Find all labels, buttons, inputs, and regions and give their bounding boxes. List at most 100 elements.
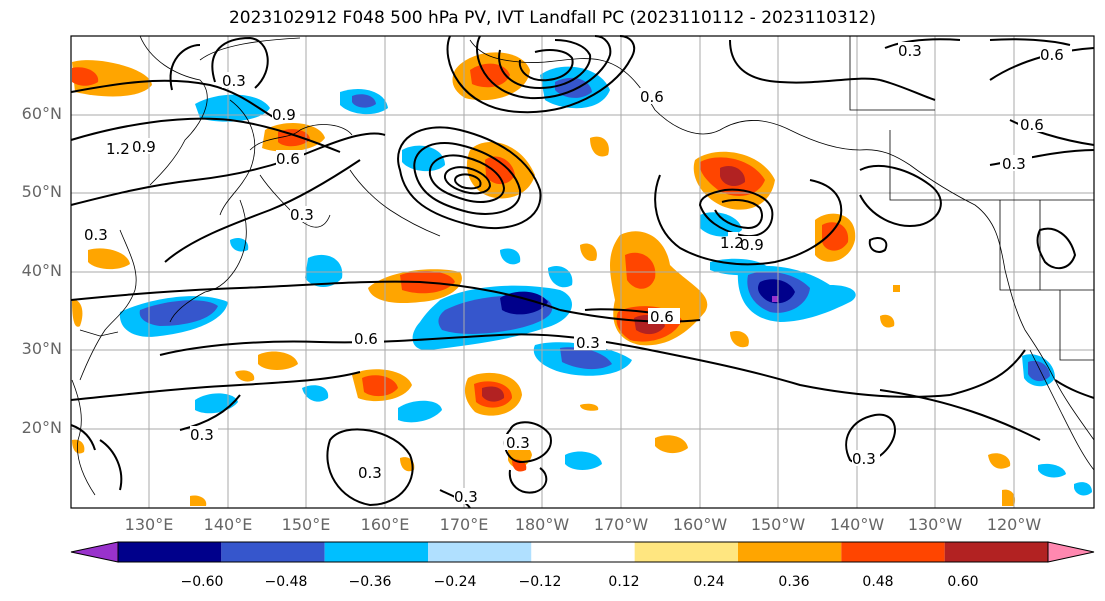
- lon-label-180w: 180°W: [514, 515, 570, 534]
- pv-anomaly-positive: [730, 330, 749, 348]
- lon-label-150e: 150°E: [281, 515, 331, 534]
- pv-anomaly-positive: [72, 67, 99, 86]
- contour-label: 0.6: [650, 308, 674, 326]
- colorbar-tick-label: −0.36: [348, 574, 392, 590]
- pv-anomaly-negative: [139, 300, 218, 326]
- colorbar: [70, 541, 1095, 563]
- pv-anomaly-negative: [305, 254, 343, 288]
- colorbar-outline: [117, 541, 1049, 563]
- pv-anomaly-negative: [548, 265, 573, 288]
- pv-anomaly-positive: [580, 403, 599, 411]
- contour-label: 0.6: [276, 150, 300, 168]
- map-frame: [70, 35, 1095, 509]
- pv-anomaly-positive: [88, 248, 130, 270]
- colorbar-segment: [531, 542, 635, 562]
- lon-label-170w: 170°W: [593, 515, 649, 534]
- pv-anomaly-negative: [500, 291, 548, 315]
- contour-label: 0.3: [852, 450, 876, 468]
- lon-label-160e: 160°E: [360, 515, 410, 534]
- contour-label: 0.9: [272, 106, 296, 124]
- pv-anomaly-negative: [230, 238, 249, 252]
- contour-label: 0.3: [84, 226, 108, 244]
- pv-anomaly-positive: [362, 375, 398, 397]
- pv-anomaly-positive: [72, 439, 85, 454]
- pv-anomaly-positive: [1002, 489, 1016, 506]
- colorbar-tick-label: −0.24: [433, 574, 477, 590]
- colorbar-segment: [841, 542, 945, 562]
- contour-label: 0.6: [354, 330, 378, 348]
- lat-label-60n: 60°N: [21, 104, 62, 123]
- pv-anomaly-negative: [700, 212, 742, 237]
- pv-anomaly-positive: [235, 370, 255, 382]
- pv-anomaly-negative: [302, 385, 329, 402]
- lat-label-30n: 30°N: [21, 339, 62, 358]
- contour-label: 1.2: [720, 234, 744, 252]
- colorbar-segment: [221, 542, 325, 562]
- pv-anomaly-positive: [590, 136, 609, 157]
- pv-anomaly-negative: [500, 248, 521, 265]
- colorbar-tick-label: 0.36: [778, 574, 810, 590]
- pv-anomaly-positive: [190, 495, 207, 506]
- pv-anomaly-positive: [822, 222, 849, 251]
- colorbar-segment: [324, 542, 428, 562]
- pv-anomaly-positive: [625, 252, 656, 289]
- pv-anomaly-negative: [772, 296, 778, 302]
- colorbar-extension-high: [1047, 541, 1095, 563]
- contour-label: 0.3: [358, 464, 382, 482]
- map-title: 2023102912 F048 500 hPa PV, IVT Landfall…: [228, 8, 876, 28]
- contour-label: 0.3: [454, 488, 478, 506]
- pv-anomaly-negative: [402, 145, 445, 172]
- colorbar-segment: [634, 542, 738, 562]
- pv-anomaly-negative: [1074, 482, 1092, 496]
- contour-label: 1.2: [106, 140, 130, 158]
- pv-anomaly-negative: [1038, 463, 1066, 478]
- lon-label-140w: 140°W: [829, 515, 885, 534]
- contour-label: 0.9: [740, 236, 764, 254]
- colorbar-tick-label: −0.48: [264, 574, 308, 590]
- pv-anomaly-positive: [258, 351, 298, 370]
- lon-label-160w: 160°W: [672, 515, 728, 534]
- contour-label: 0.3: [222, 72, 246, 90]
- contour-label: 0.3: [290, 206, 314, 224]
- lat-label-20n: 20°N: [21, 418, 62, 437]
- colorbar-tick-label: 0.12: [608, 574, 640, 590]
- contour-label: 0.6: [1040, 46, 1064, 64]
- lon-label-170e: 170°E: [439, 515, 489, 534]
- colorbar-extension-low: [70, 541, 119, 563]
- colorbar-segment: [944, 542, 1048, 562]
- contour-label: 0.3: [1002, 155, 1026, 173]
- pv-anomaly-negative: [565, 451, 602, 470]
- pv-anomaly-positive: [485, 156, 515, 185]
- pv-contours: [70, 35, 1095, 509]
- contour-label: 0.3: [576, 334, 600, 352]
- lon-label-120w: 120°W: [986, 515, 1042, 534]
- pv-anomaly-positive: [580, 243, 597, 262]
- pv-anomaly-negative: [560, 347, 612, 370]
- lon-label-130e: 130°E: [124, 515, 174, 534]
- colorbar-segment: [738, 542, 842, 562]
- lon-label-140e: 140°E: [203, 515, 253, 534]
- colorbar-tick-label: 0.48: [862, 574, 894, 590]
- colorbar-segment: [118, 542, 222, 562]
- colorbar-tick-label: 0.24: [693, 574, 725, 590]
- pv-anomaly-positive: [470, 63, 510, 88]
- contour-label: 0.9: [132, 138, 156, 156]
- contour-label: 0.3: [898, 42, 922, 60]
- colorbar-tick-label: −0.12: [518, 574, 562, 590]
- pv-anomaly-negative: [1028, 360, 1050, 382]
- pv-anomaly-negative: [398, 400, 442, 423]
- coastlines: [71, 35, 1095, 496]
- colorbar-tick-label: 0.60: [947, 574, 979, 590]
- lat-label-40n: 40°N: [21, 261, 62, 280]
- pv-anomaly-positive: [880, 314, 895, 328]
- pv-anomaly-positive: [400, 457, 415, 472]
- contour-labels: 0.3 0.9 0.6 1.2 0.9 0.6 0.3 0.3 0.6 0.3 …: [84, 42, 1072, 506]
- contour-label: 0.3: [506, 434, 530, 452]
- lon-label-130w: 130°W: [907, 515, 963, 534]
- lon-label-150w: 150°W: [750, 515, 806, 534]
- pv-anomaly-positive: [988, 453, 1011, 469]
- pv-anomaly-negative: [758, 279, 795, 304]
- pv-anomaly-negative: [352, 94, 376, 108]
- colorbar-tick-label: −0.60: [180, 574, 224, 590]
